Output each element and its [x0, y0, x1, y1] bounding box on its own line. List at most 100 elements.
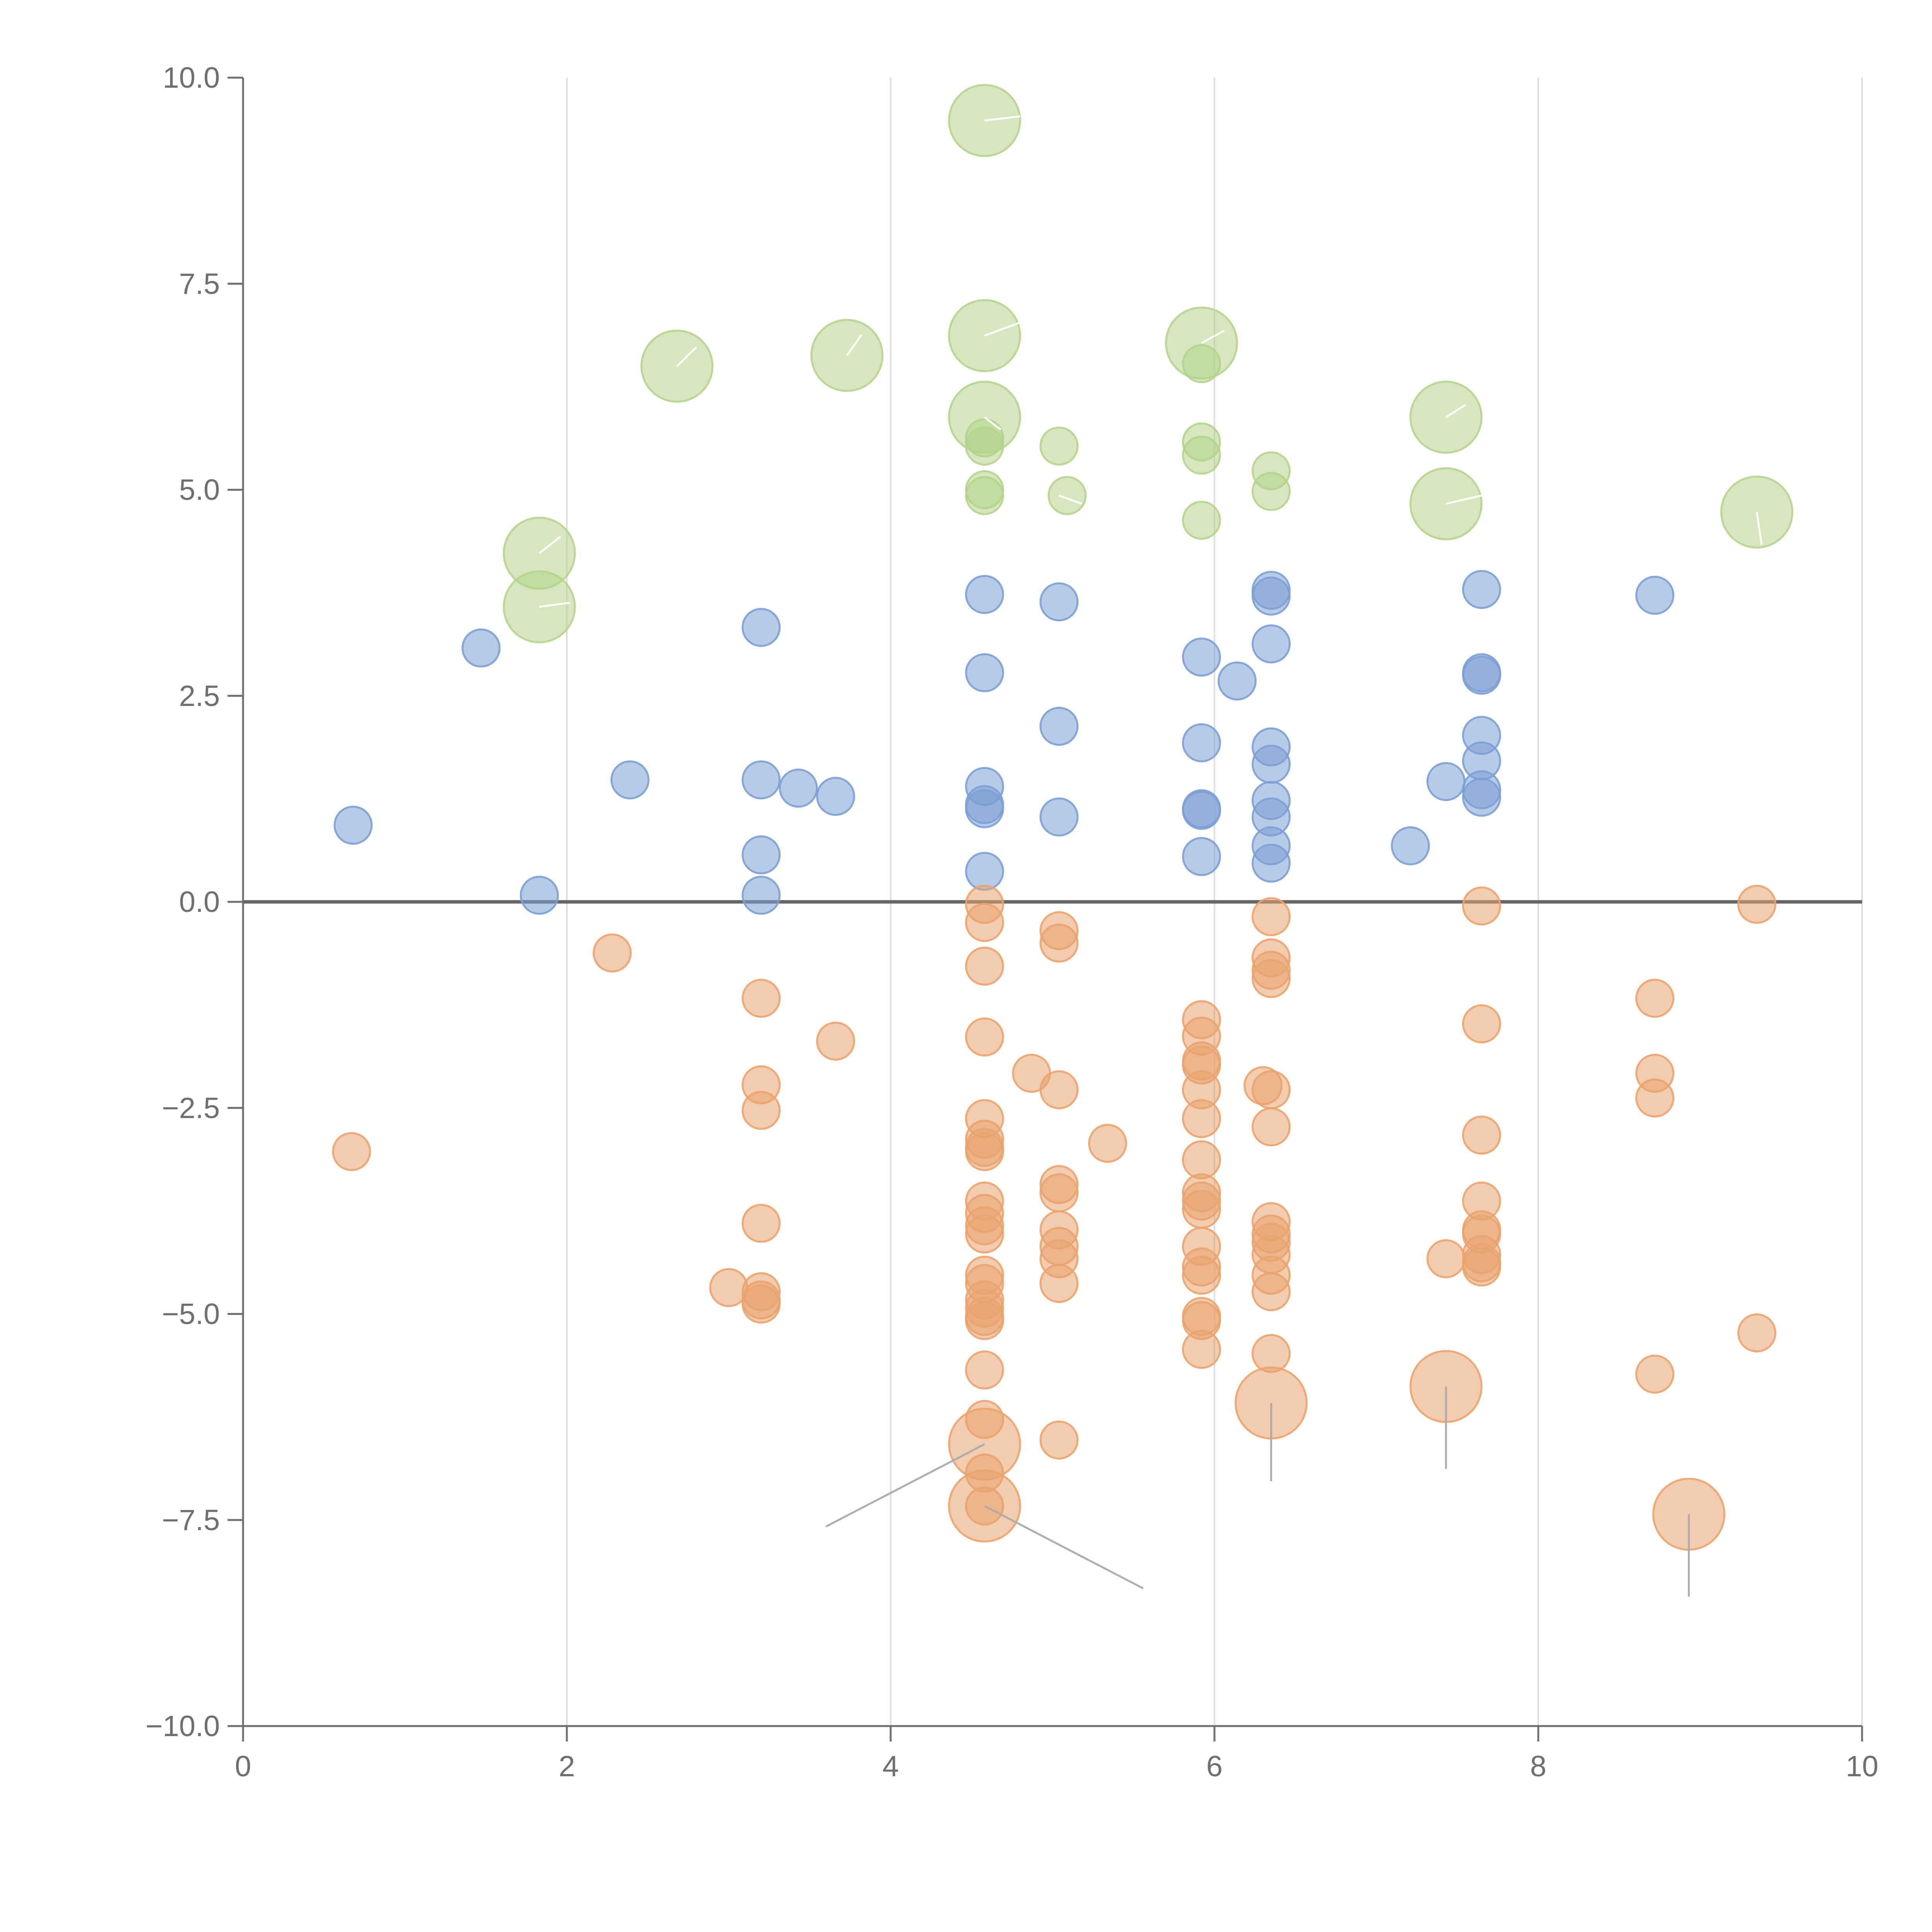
- orange-point-6: [742, 1204, 781, 1243]
- orange-point-60: [1182, 1330, 1221, 1369]
- orange-point-54: [1182, 1190, 1221, 1229]
- y-tick-label-2: 5.0: [179, 474, 220, 507]
- leader-line-9: [539, 536, 561, 554]
- orange-point-65: [1252, 959, 1291, 998]
- green-point-11: [1252, 472, 1291, 511]
- blue-point-29: [1252, 745, 1291, 784]
- orange-point-75: [1426, 1239, 1466, 1279]
- green-point-4: [1039, 426, 1079, 466]
- leader-line-13: [984, 1505, 1144, 1590]
- blue-point-43: [1635, 576, 1675, 615]
- y-tick-label-4: 0.0: [179, 886, 220, 918]
- x-tick-label-5: 10: [1846, 1750, 1879, 1783]
- orange-point-42: [1039, 1264, 1079, 1303]
- blue-point-17: [1039, 707, 1079, 746]
- blue-point-20: [1182, 723, 1221, 762]
- blue-point-11: [965, 653, 1004, 692]
- orange-point-73: [1252, 1272, 1291, 1311]
- orange-point-88: [1635, 1354, 1675, 1394]
- blue-point-36: [1462, 570, 1501, 609]
- orange-point-13: [965, 946, 1004, 986]
- x-tick-label-0: 0: [235, 1750, 251, 1783]
- leader-line-0: [984, 115, 1020, 122]
- blue-point-42: [1462, 777, 1501, 817]
- blue-point-23: [1182, 837, 1221, 876]
- blue-point-35: [1426, 762, 1466, 801]
- blue-point-24: [1218, 661, 1257, 701]
- orange-point-66: [1252, 1070, 1291, 1109]
- orange-point-90: [1737, 1313, 1777, 1353]
- blue-point-8: [779, 769, 818, 808]
- orange-point-57: [1182, 1255, 1221, 1295]
- leader-line-7: [1446, 494, 1482, 505]
- blue-point-0: [333, 806, 373, 845]
- orange-point-35: [1039, 923, 1079, 963]
- orange-point-0: [332, 1132, 371, 1171]
- blue-point-1: [461, 628, 501, 668]
- orange-point-44: [1088, 1124, 1127, 1163]
- orange-point-43: [1039, 1420, 1079, 1460]
- blue-point-34: [1391, 826, 1430, 866]
- orange-point-10: [816, 1021, 855, 1061]
- orange-point-76: [1462, 886, 1501, 926]
- orange-point-29: [965, 1350, 1004, 1390]
- orange-point-38: [1039, 1173, 1079, 1213]
- orange-point-84: [1462, 1247, 1501, 1287]
- blue-point-18: [1039, 797, 1079, 837]
- y-tick-label-1: 7.5: [179, 267, 220, 300]
- y-tick-label-3: 2.5: [179, 680, 220, 713]
- blue-point-9: [816, 777, 855, 816]
- x-tick-label-3: 6: [1206, 1750, 1223, 1783]
- y-tick-label-6: −5.0: [162, 1298, 220, 1331]
- y-tick-label-7: −7.5: [162, 1504, 220, 1537]
- y-tick-label-5: −2.5: [162, 1092, 220, 1124]
- blue-point-26: [1252, 577, 1291, 616]
- y-axis-ticks: 10.0 7.5 5.0 2.5 0.0 −2.5 −5.0 −7.5 −10.0: [146, 61, 243, 1743]
- leader-line-6: [1445, 404, 1466, 418]
- blue-point-10: [965, 575, 1004, 614]
- leader-line-1: [984, 321, 1021, 337]
- green-highlight-point-3: [640, 330, 714, 403]
- blue-point-38: [1462, 655, 1501, 695]
- blue-point-7: [742, 876, 781, 915]
- orange-point-77: [1462, 1004, 1501, 1044]
- y-tick-label-8: −10.0: [146, 1710, 220, 1743]
- blue-point-4: [742, 608, 781, 647]
- leader-line-5: [1201, 330, 1225, 344]
- orange-point-18: [965, 1132, 1004, 1171]
- orange-point-36: [1039, 1070, 1079, 1109]
- green-point-3: [965, 476, 1004, 515]
- blue-point-33: [1252, 844, 1291, 883]
- orange-point-89: [1737, 884, 1777, 924]
- orange-point-14: [965, 1017, 1004, 1057]
- orange-point-50: [1182, 1099, 1221, 1138]
- x-axis-ticks: 0 2 4 6 8 10: [235, 1726, 1878, 1783]
- leader-line-2: [984, 416, 1002, 430]
- y-tick-label-0: 10.0: [163, 61, 220, 94]
- orange-point-1: [592, 933, 632, 973]
- orange-point-3: [742, 979, 781, 1018]
- blue-point-5: [742, 760, 781, 799]
- blue-point-27: [1252, 624, 1291, 663]
- blue-point-19: [1182, 637, 1221, 677]
- orange-point-62: [1252, 897, 1291, 936]
- orange-point-28: [965, 1301, 1004, 1340]
- highlighted-points: [503, 84, 1794, 1551]
- orange-point-9: [742, 1284, 781, 1324]
- blue-point-2: [520, 876, 559, 915]
- orange-point-67: [1252, 1107, 1291, 1146]
- blue-point-6: [742, 835, 781, 874]
- leader-line-10: [539, 602, 570, 608]
- blue-point-15: [965, 852, 1004, 891]
- leader-line-4: [846, 334, 862, 356]
- orange-point-85: [1635, 979, 1675, 1018]
- green-point-9: [1182, 500, 1221, 540]
- leader-line-11: [1058, 495, 1082, 505]
- blue-point-16: [1039, 582, 1079, 622]
- orange-point-51: [1182, 1140, 1221, 1180]
- x-tick-label-4: 8: [1530, 1750, 1546, 1783]
- blue-point-22: [1182, 791, 1221, 830]
- leader-line-3: [676, 346, 697, 367]
- green-point-5: [1048, 476, 1087, 515]
